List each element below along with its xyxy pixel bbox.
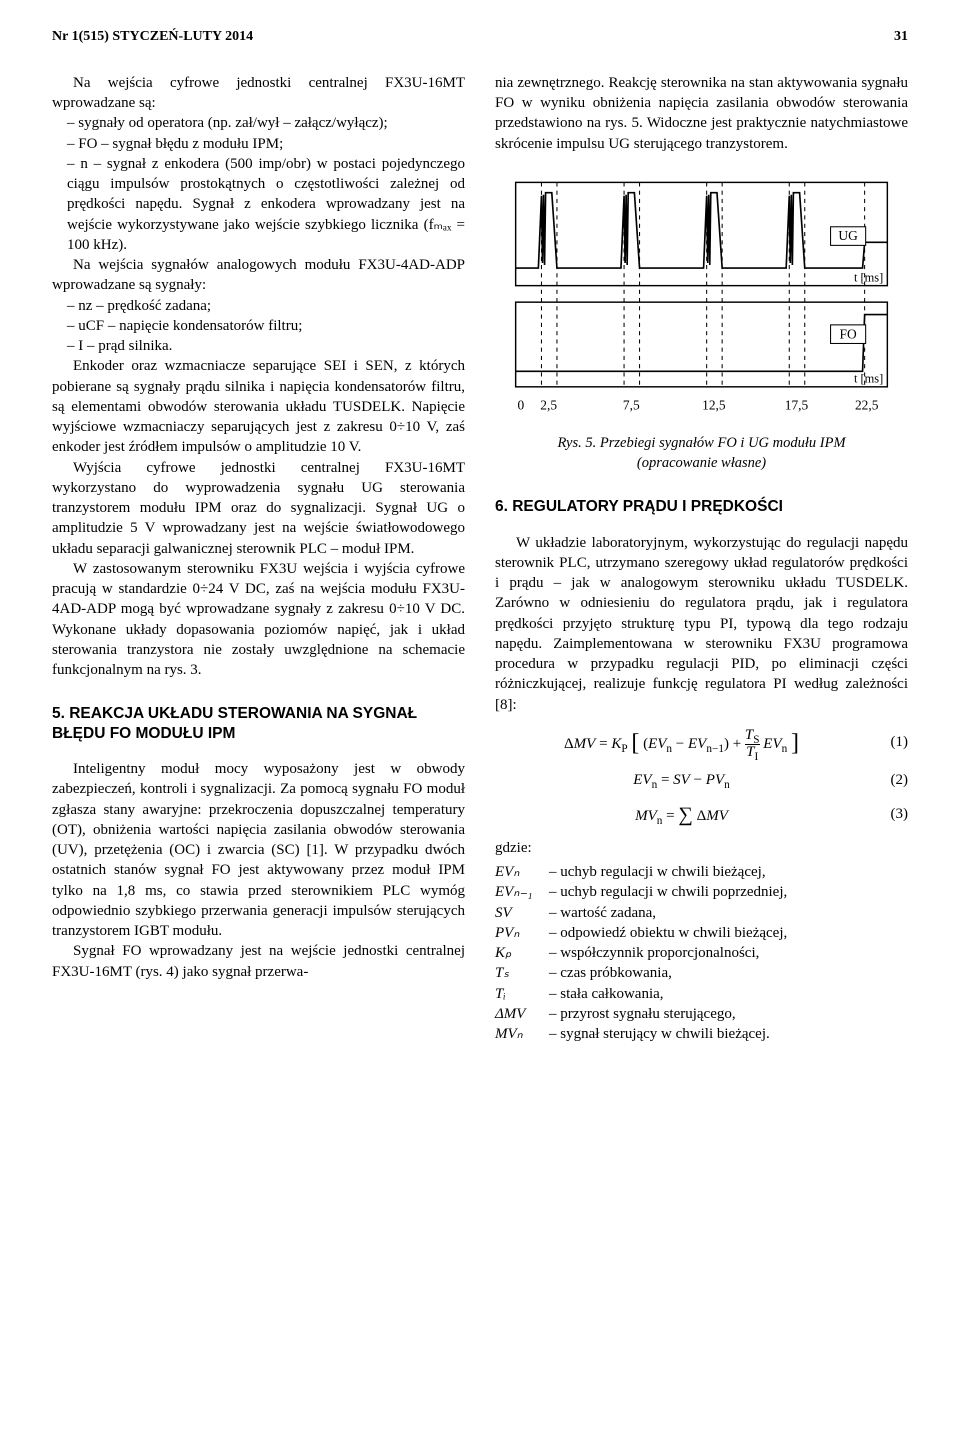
list-item: n – sygnał z enkodera (500 imp/obr) w po… <box>67 154 465 255</box>
equation-number: (2) <box>868 770 908 790</box>
equation-3: MVn = ∑ ΔMV (3) <box>495 801 908 828</box>
chart-label-fo: FO <box>840 326 857 341</box>
paragraph: Na wejścia sygnałów analogowych modułu F… <box>52 255 465 296</box>
where-desc: – uchyb regulacji w chwili bieżącej, <box>549 862 908 882</box>
section-6-heading: 6. REGULATORY PRĄDU I PRĘDKOŚCI <box>495 497 908 516</box>
list-item: I – prąd silnika. <box>67 336 465 356</box>
equation-number: (3) <box>868 804 908 824</box>
equation-body: EVn = SV − PVn <box>495 770 868 790</box>
where-desc: – stała całkowania, <box>549 984 908 1004</box>
where-desc: – współczynnik proporcjonalności, <box>549 943 908 963</box>
where-term: Tᵢ <box>495 984 549 1004</box>
equation-2: EVn = SV − PVn (2) <box>495 770 908 790</box>
where-list: EVₙ– uchyb regulacji w chwili bieżącej, … <box>495 862 908 1044</box>
equation-body: MVn = ∑ ΔMV <box>495 801 868 828</box>
list-item: nz – prędkość zadana; <box>67 296 465 316</box>
xtick: 7,5 <box>623 397 640 412</box>
list-item: sygnały od operatora (np. zał/wył – załą… <box>67 113 465 133</box>
where-term: Tₛ <box>495 963 549 983</box>
where-term: EVₙ₋₁ <box>495 882 549 902</box>
figure-5-caption: Rys. 5. Przebiegi sygnałów FO i UG moduł… <box>495 434 908 473</box>
figure-5: UG t [ms] FO t [ms] 0 2,5 7,5 12,5 17,5 … <box>495 170 908 473</box>
where-term: ΔMV <box>495 1004 549 1024</box>
right-column: nia zewnętrznego. Reakcję sterownika na … <box>495 73 908 1045</box>
paragraph: Na wejścia cyfrowe jednostki centralnej … <box>52 73 465 114</box>
chart-label-ug: UG <box>838 228 858 243</box>
where-desc: – czas próbkowania, <box>549 963 908 983</box>
paragraph: W układzie laboratoryjnym, wykorzystując… <box>495 533 908 715</box>
where-term: MVₙ <box>495 1024 549 1044</box>
where-desc: – uchyb regulacji w chwili poprzedniej, <box>549 882 908 902</box>
list-item: FO – sygnał błędu z modułu IPM; <box>67 134 465 154</box>
xtick: 22,5 <box>855 397 879 412</box>
xtick: 12,5 <box>702 397 726 412</box>
input-list-analog: nz – prędkość zadana; uCF – napięcie kon… <box>52 296 465 357</box>
paragraph: Enkoder oraz wzmacniacze separujące SEI … <box>52 356 465 457</box>
caption-line: Rys. 5. Przebiegi sygnałów FO i UG moduł… <box>557 435 845 451</box>
where-desc: – sygnał sterujący w chwili bieżącej. <box>549 1024 908 1044</box>
paragraph: Sygnał FO wprowadzany jest na wejście je… <box>52 941 465 982</box>
xtick: 2,5 <box>540 397 557 412</box>
equation-1: ΔMV = KP [ (EVn − EVn−1) + TS TI EVn ] (… <box>495 725 908 761</box>
chart-label-tms2: t [ms] <box>854 372 883 386</box>
equation-number: (1) <box>868 732 908 752</box>
where-label: gdzie: <box>495 838 908 858</box>
page-header: Nr 1(515) STYCZEŃ-LUTY 2014 31 <box>52 28 908 47</box>
input-list-digital: sygnały od operatora (np. zał/wył – załą… <box>52 113 465 255</box>
chart-label-tms: t [ms] <box>854 270 883 284</box>
where-desc: – odpowiedź obiektu w chwili bieżącej, <box>549 923 908 943</box>
caption-line: (opracowanie własne) <box>637 455 766 471</box>
where-term: SV <box>495 903 549 923</box>
paragraph: Inteligentny moduł mocy wyposażony jest … <box>52 759 465 941</box>
page-number: 31 <box>894 28 908 47</box>
list-item: uCF – napięcie kondensatorów filtru; <box>67 316 465 336</box>
section-5-heading: 5. REAKCJA UKŁADU STEROWANIA NA SYGNAŁ B… <box>52 704 465 743</box>
waveform-chart: UG t [ms] FO t [ms] 0 2,5 7,5 12,5 17,5 … <box>495 170 908 428</box>
where-term: PVₙ <box>495 923 549 943</box>
where-desc: – przyrost sygnału sterującego, <box>549 1004 908 1024</box>
paragraph: Wyjścia cyfrowe jednostki centralnej FX3… <box>52 458 465 559</box>
two-column-layout: Na wejścia cyfrowe jednostki centralnej … <box>52 73 908 1045</box>
paragraph: nia zewnętrznego. Reakcję sterownika na … <box>495 73 908 154</box>
where-term: Kₚ <box>495 943 549 963</box>
where-desc: – wartość zadana, <box>549 903 908 923</box>
xtick: 0 <box>517 397 524 412</box>
issue-number: Nr 1(515) STYCZEŃ-LUTY 2014 <box>52 28 253 47</box>
paragraph: W zastosowanym sterowniku FX3U wejścia i… <box>52 559 465 681</box>
xtick: 17,5 <box>785 397 809 412</box>
left-column: Na wejścia cyfrowe jednostki centralnej … <box>52 73 465 1045</box>
where-term: EVₙ <box>495 862 549 882</box>
equation-body: ΔMV = KP [ (EVn − EVn−1) + TS TI EVn ] <box>495 725 868 761</box>
